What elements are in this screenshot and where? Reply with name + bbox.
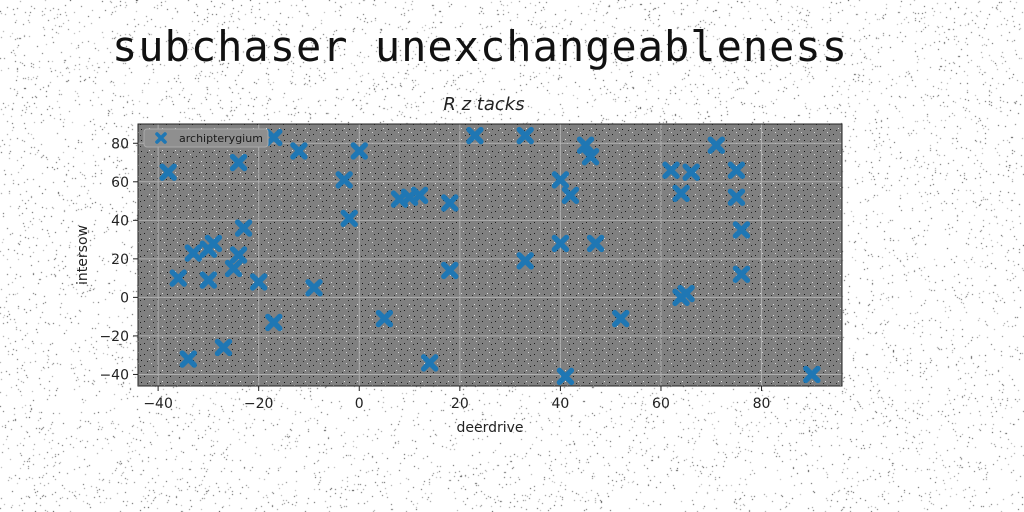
data-point (290, 142, 308, 160)
data-point (169, 269, 187, 287)
legend-label: archipterygium (179, 132, 263, 145)
page-title: subchaser unexchangeableness (111, 22, 848, 71)
legend: archipterygium (143, 128, 269, 148)
data-point (335, 171, 353, 189)
x-tick-label: 40 (551, 396, 569, 412)
y-tick-label: 80 (111, 136, 129, 152)
data-point (581, 148, 600, 166)
y-axis-label: intersow (75, 225, 91, 285)
data-point (662, 161, 680, 179)
chart-title: R z tacks (443, 94, 524, 115)
data-point (249, 273, 268, 291)
data-point (265, 128, 283, 147)
legend-marker (155, 132, 167, 144)
data-point (682, 163, 700, 181)
y-tick-label: −20 (99, 329, 129, 345)
axis-ticks: −40 −20 0 20 40 60 80 −40 −20 0 20 40 60 80 (99, 136, 770, 412)
x-axis-label: deerdrive (456, 420, 523, 436)
plot-frame (137, 123, 843, 387)
x-tick-label: 0 (355, 396, 364, 412)
data-point (179, 350, 197, 368)
data-point (265, 313, 283, 332)
data-point (612, 309, 630, 328)
data-point (516, 126, 534, 145)
data-point (516, 252, 534, 270)
x-tick-label: 20 (451, 396, 469, 412)
x-tick-label: −20 (244, 396, 274, 412)
data-point (305, 279, 323, 297)
data-point (184, 244, 203, 262)
x-tick-label: −40 (143, 396, 173, 412)
data-point (707, 136, 725, 154)
plot-area (138, 124, 842, 386)
x-tick-label: 60 (652, 396, 670, 412)
data-point (576, 136, 595, 154)
data-point (677, 284, 695, 303)
y-tick-label: 20 (111, 252, 129, 268)
data-point (340, 209, 358, 228)
data-point (204, 234, 223, 253)
data-point (229, 153, 248, 172)
data-point (375, 309, 394, 328)
x-tick-label: 80 (753, 396, 771, 412)
y-tick-label: 0 (120, 290, 129, 306)
data-point (410, 186, 429, 204)
data-point (727, 161, 746, 179)
legend-marker-x (155, 132, 167, 144)
y-tick-label: 60 (111, 175, 129, 191)
data-point (234, 219, 253, 237)
data-point (466, 126, 484, 145)
grid-lines (138, 124, 842, 386)
data-point (727, 188, 746, 206)
data-points (159, 126, 821, 386)
y-tick-label: 40 (111, 213, 129, 229)
data-point (229, 246, 248, 264)
data-point (732, 265, 751, 283)
data-point (350, 142, 368, 160)
data-point (551, 234, 570, 253)
data-point (199, 271, 218, 289)
data-point (441, 261, 459, 280)
y-tick-label: −40 (99, 367, 129, 383)
data-point (803, 365, 821, 384)
data-point (214, 338, 233, 357)
data-point (441, 194, 459, 212)
data-point (586, 234, 605, 253)
data-point (551, 171, 570, 189)
data-point (561, 186, 580, 204)
data-point (672, 184, 690, 203)
legend-box (143, 128, 269, 148)
data-point (159, 163, 177, 181)
data-point (732, 221, 751, 239)
data-point (556, 367, 575, 386)
data-point (420, 354, 439, 372)
data-point (224, 259, 243, 278)
